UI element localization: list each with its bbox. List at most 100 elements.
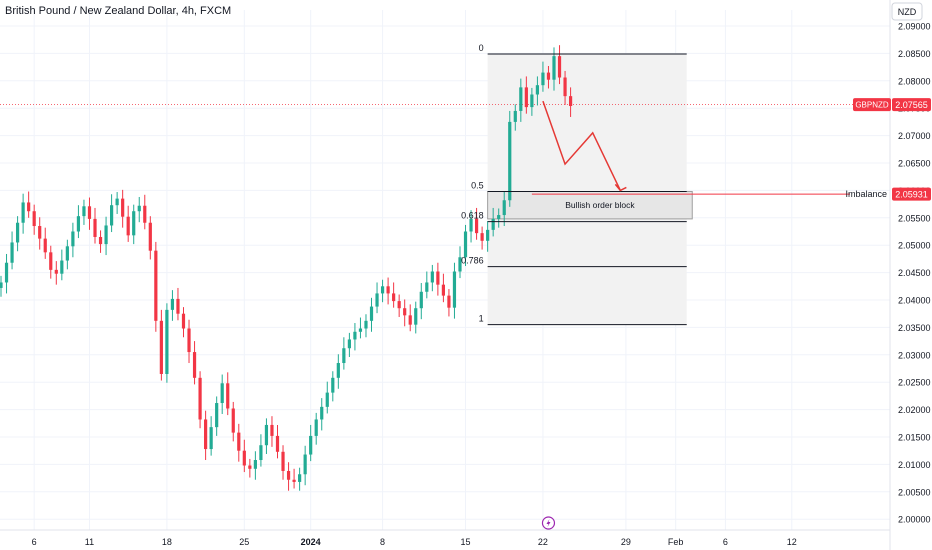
candle-body: [353, 331, 357, 340]
x-tick-label: 8: [380, 537, 385, 547]
candle-body: [486, 229, 490, 241]
y-tick-label: 2.08500: [898, 49, 931, 59]
time-axis[interactable]: 6 11 18 25 2024 8 15 22 29 Feb 6 12: [32, 537, 797, 547]
candle-body: [82, 206, 86, 217]
candle-body: [27, 202, 31, 212]
candle-body: [397, 301, 401, 309]
fib-level-label: 0: [479, 43, 484, 53]
lightning-glyph: [546, 519, 551, 527]
candle-body: [198, 377, 202, 420]
candle-body: [408, 315, 412, 325]
current-price-symbol: GBPNZD: [855, 101, 889, 110]
candle-body: [325, 392, 329, 407]
candle-body: [458, 257, 462, 272]
candle-body: [93, 218, 97, 237]
candle-body: [469, 218, 473, 232]
fib-level-label: 0.786: [461, 256, 484, 266]
candle-body: [165, 309, 169, 374]
candle-body: [524, 87, 528, 108]
candle-body: [54, 269, 58, 274]
candle-body: [386, 286, 390, 294]
y-tick-label: 2.07000: [898, 131, 931, 141]
currency-selector[interactable]: NZD: [891, 2, 923, 21]
order-block-label: Bullish order block: [565, 200, 635, 210]
candle-body: [181, 313, 186, 329]
fib-level-label: 0.5: [471, 180, 484, 190]
y-tick-label: 2.04000: [898, 296, 931, 306]
y-tick-label: 2.05000: [898, 241, 931, 251]
x-tick-label: 15: [461, 537, 471, 547]
y-tick-label: 2.05500: [898, 213, 931, 223]
x-tick-label: 12: [787, 537, 797, 547]
current-price-tag: [892, 98, 931, 112]
candle-body: [259, 445, 263, 461]
candle-body: [380, 286, 385, 294]
x-tick-label: 18: [162, 537, 172, 547]
x-tick-label: 11: [85, 537, 94, 547]
y-tick-label: 2.04500: [898, 268, 931, 278]
candle-body: [508, 121, 512, 201]
candle-body: [159, 320, 163, 374]
candle-body: [170, 298, 175, 310]
candle-body: [132, 211, 136, 236]
current-price-symbol-tag: [853, 98, 891, 112]
annotation-overlays: 0 0.5 0.618 0.786 1 Bullish order block Imbala…: [461, 43, 887, 530]
x-tick-label: 6: [32, 537, 37, 547]
projection-arrow: [542, 100, 622, 191]
y-tick-label: 2.03000: [898, 350, 931, 360]
candle-body: [143, 205, 147, 223]
imbalance-price-value: 2.05931: [895, 190, 928, 200]
y-tick-label: 2.00500: [898, 487, 931, 497]
price-axis[interactable]: 2.090002.085002.080002.075002.070002.065…: [898, 22, 931, 525]
candle-body: [226, 383, 230, 409]
candle-body: [474, 218, 479, 234]
candle-body: [115, 198, 119, 206]
candle-body: [303, 454, 307, 475]
y-tick-label: 2.08000: [898, 76, 931, 86]
candle-body: [192, 352, 197, 378]
candle-body: [430, 271, 434, 283]
candle-body: [447, 295, 451, 308]
candle-body: [10, 242, 14, 263]
x-tick-label: 22: [538, 537, 548, 547]
candle-body: [519, 87, 523, 111]
x-tick-label: 29: [621, 537, 631, 547]
candle-body: [275, 435, 280, 452]
x-tick-label: 2024: [301, 537, 321, 547]
candle-body: [513, 110, 517, 122]
fib-level-label: 0.618: [461, 211, 484, 221]
candle-body: [568, 96, 573, 107]
y-tick-label: 2.01000: [898, 460, 931, 470]
imbalance-price-tag: [892, 187, 931, 201]
candle-body: [264, 424, 269, 446]
candle-body: [0, 282, 3, 288]
candle-body: [176, 298, 180, 314]
y-tick-label: 2.02000: [898, 405, 931, 415]
candle-body: [292, 479, 296, 482]
imbalance-label: Imbalance: [845, 189, 887, 199]
candle-body: [187, 328, 191, 353]
candle-body: [541, 72, 545, 86]
candle-body: [281, 451, 285, 471]
candle-body: [309, 435, 313, 455]
candle-body: [137, 205, 141, 212]
candle-body: [60, 260, 64, 274]
candle-body: [209, 427, 213, 450]
annotation-zones: [0, 53, 890, 325]
candle-body: [49, 252, 53, 270]
candle-body: [369, 306, 374, 321]
candle-body: [392, 293, 396, 302]
candle-body: [463, 231, 468, 258]
candle-body: [436, 271, 440, 285]
candle-body: [4, 262, 9, 283]
candle-body: [253, 460, 257, 469]
y-tick-label: 2.02500: [898, 378, 931, 388]
candle-body: [21, 202, 25, 223]
candle-body: [546, 72, 551, 80]
candle-body: [204, 419, 208, 450]
price-labels: GBPNZD 2.07565 2.05931: [853, 98, 931, 201]
projection-arrowhead: [614, 183, 627, 192]
candle-body: [441, 284, 445, 296]
fib-retracement-zone: [487, 53, 687, 325]
